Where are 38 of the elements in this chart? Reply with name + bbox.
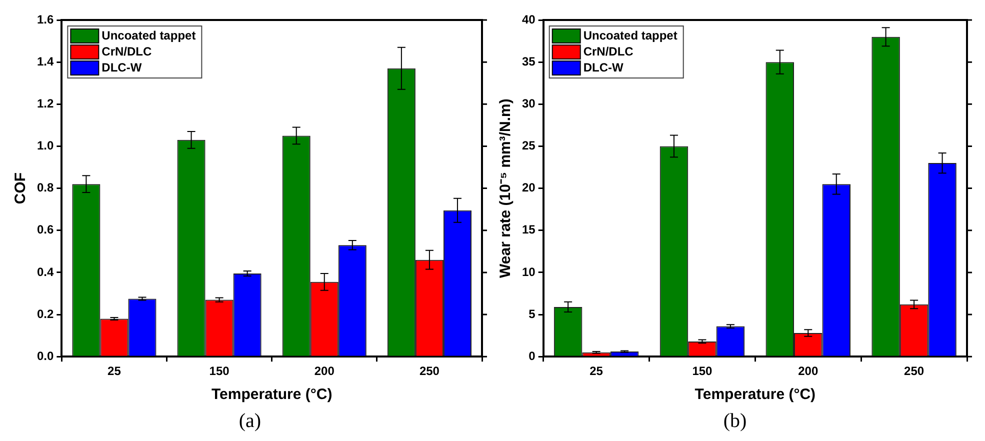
y-tick-label: 0.2 [36, 306, 54, 321]
y-axis-title: COF [12, 172, 30, 204]
legend-label: CrN/DLC [102, 44, 152, 58]
x-tick-label: 150 [692, 364, 713, 378]
y-tick-label: 1.0 [36, 138, 54, 153]
y-tick-label: 0.4 [36, 264, 54, 279]
y-tick-label: 1.2 [36, 96, 54, 110]
y-tick-label: 25 [522, 138, 536, 153]
legend-label: CrN/DLC [583, 44, 634, 58]
x-tick-label: 150 [209, 364, 230, 378]
y-tick-label: 40 [522, 12, 536, 26]
text: (b) [722, 410, 748, 433]
text: (a) [238, 410, 262, 433]
x-tick-label: 25 [108, 364, 122, 378]
x-tick-label: 250 [904, 364, 924, 378]
x-tick-label: 250 [419, 364, 440, 378]
x-tick-label: 200 [798, 364, 818, 378]
x-tick-label: 200 [314, 364, 335, 378]
y-tick-label: 20 [522, 180, 536, 195]
legend-label: DLC-W [102, 60, 142, 74]
y-tick-label: 0.8 [36, 180, 54, 195]
legend-label: Uncoated tappet [102, 28, 196, 42]
y-tick-label: 0 [528, 348, 536, 363]
y-tick-label: 35 [522, 54, 536, 68]
x-axis-title: Temperature (°C) [211, 386, 332, 404]
y-tick-label: 0.6 [36, 222, 54, 237]
x-axis-title: Temperature (°C) [694, 386, 816, 404]
y-tick-label: 15 [522, 222, 536, 237]
y-tick-label: 10 [522, 264, 536, 279]
legend-label: Uncoated tappet [583, 28, 678, 42]
y-tick-label: 5 [528, 306, 536, 321]
legend-label: DLC-W [583, 60, 624, 74]
y-tick-label: 1.4 [36, 54, 54, 68]
y-tick-label: 30 [522, 96, 536, 110]
y-tick-label: 0.0 [36, 348, 54, 363]
x-tick-label: 25 [590, 364, 604, 378]
y-axis-title: Wear rate (10⁻⁵ mm³/N.m) [497, 98, 514, 278]
y-tick-label: 1.6 [36, 12, 54, 26]
